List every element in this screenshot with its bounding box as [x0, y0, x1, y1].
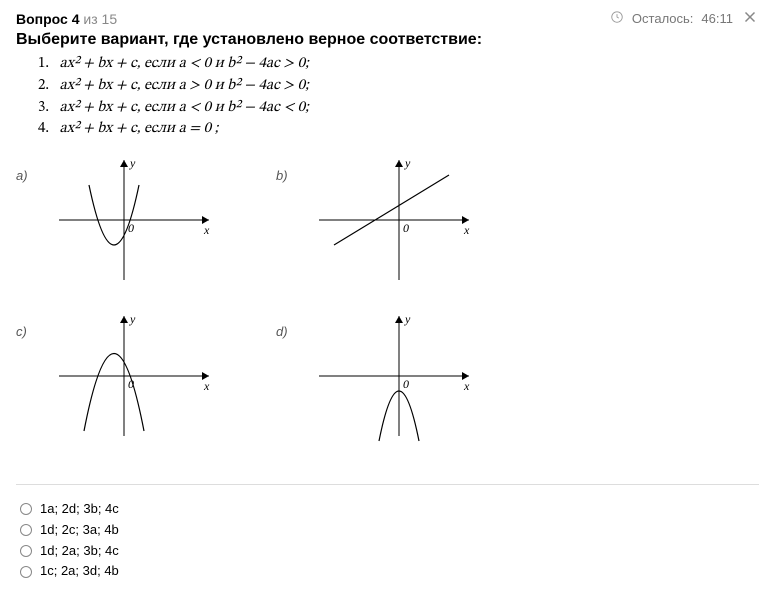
item-text: ax² + bx + c, если a > 0 и b² − 4ac > 0; — [60, 78, 309, 93]
graph-label-a: a) — [16, 150, 44, 183]
item-number: 1. — [38, 53, 56, 75]
timer-value: 46:11 — [701, 11, 733, 26]
graph-b: b) y x 0 — [276, 150, 516, 300]
svg-text:y: y — [404, 156, 411, 170]
answer-option[interactable]: 1d; 2c; 3a; 4b — [20, 520, 759, 541]
option-text: 1d; 2c; 3a; 4b — [40, 520, 119, 541]
answer-options: 1a; 2d; 3b; 4c 1d; 2c; 3a; 4b 1d; 2a; 3b… — [20, 499, 759, 582]
question-counter: Вопрос 4 из 15 — [16, 11, 117, 27]
graph-a: a) y x 0 — [16, 150, 256, 300]
timer-label: Осталось: — [632, 11, 694, 26]
question-current: 4 — [72, 11, 80, 27]
item-number: 3. — [38, 97, 56, 119]
timer-area: Осталось: 46:11 — [610, 8, 759, 29]
answer-option[interactable]: 1c; 2a; 3d; 4b — [20, 561, 759, 582]
question-header: Вопрос 4 из 15 Осталось: 46:11 — [16, 8, 759, 29]
option-text: 1c; 2a; 3d; 4b — [40, 561, 119, 582]
option-text: 1d; 2a; 3b; 4c — [40, 541, 119, 562]
graph-d-svg: y x 0 — [304, 306, 484, 446]
graph-d: d) y x 0 — [276, 306, 516, 456]
item-number: 4. — [38, 118, 56, 140]
condition-item: 1. ax² + bx + c, если a < 0 и b² − 4ac >… — [38, 53, 759, 75]
question-of: из — [83, 11, 97, 27]
svg-text:0: 0 — [403, 377, 409, 391]
condition-list: 1. ax² + bx + c, если a < 0 и b² − 4ac >… — [38, 53, 759, 140]
item-text: ax² + bx + c, если a < 0 и b² − 4ac < 0; — [60, 100, 309, 115]
graph-c-svg: y x 0 — [44, 306, 224, 446]
graph-b-svg: y x 0 — [304, 150, 484, 290]
radio-icon — [20, 503, 32, 515]
question-word: Вопрос — [16, 11, 68, 27]
graph-a-svg: y x 0 — [44, 150, 224, 290]
option-text: 1a; 2d; 3b; 4c — [40, 499, 119, 520]
y-axis-label: y — [129, 156, 136, 170]
svg-text:0: 0 — [403, 221, 409, 235]
radio-icon — [20, 545, 32, 557]
answer-option[interactable]: 1a; 2d; 3b; 4c — [20, 499, 759, 520]
graph-c: c) y x 0 — [16, 306, 256, 456]
question-total: 15 — [102, 11, 118, 27]
graph-label-d: d) — [276, 306, 304, 339]
radio-icon — [20, 566, 32, 578]
x-axis-label: x — [203, 223, 210, 237]
svg-text:x: x — [463, 379, 470, 393]
item-text: ax² + bx + c, если a < 0 и b² − 4ac > 0; — [60, 56, 309, 71]
svg-text:x: x — [463, 223, 470, 237]
graph-label-c: c) — [16, 306, 44, 339]
question-prompt: Выберите вариант, где установлено верное… — [16, 31, 759, 49]
condition-item: 3. ax² + bx + c, если a < 0 и b² − 4ac <… — [38, 97, 759, 119]
clock-icon — [610, 10, 624, 27]
svg-text:x: x — [203, 379, 210, 393]
condition-item: 4. ax² + bx + c, если a = 0 ; — [38, 118, 759, 140]
item-number: 2. — [38, 75, 56, 97]
radio-icon — [20, 524, 32, 536]
divider — [16, 484, 759, 485]
answer-option[interactable]: 1d; 2a; 3b; 4c — [20, 541, 759, 562]
item-text: ax² + bx + c, если a = 0 ; — [60, 121, 219, 136]
graph-label-b: b) — [276, 150, 304, 183]
svg-text:y: y — [129, 312, 136, 326]
svg-text:y: y — [404, 312, 411, 326]
condition-item: 2. ax² + bx + c, если a > 0 и b² − 4ac >… — [38, 75, 759, 97]
graphs-grid: a) y x 0 b) y x 0 c) — [16, 150, 759, 456]
close-icon[interactable] — [741, 8, 759, 29]
